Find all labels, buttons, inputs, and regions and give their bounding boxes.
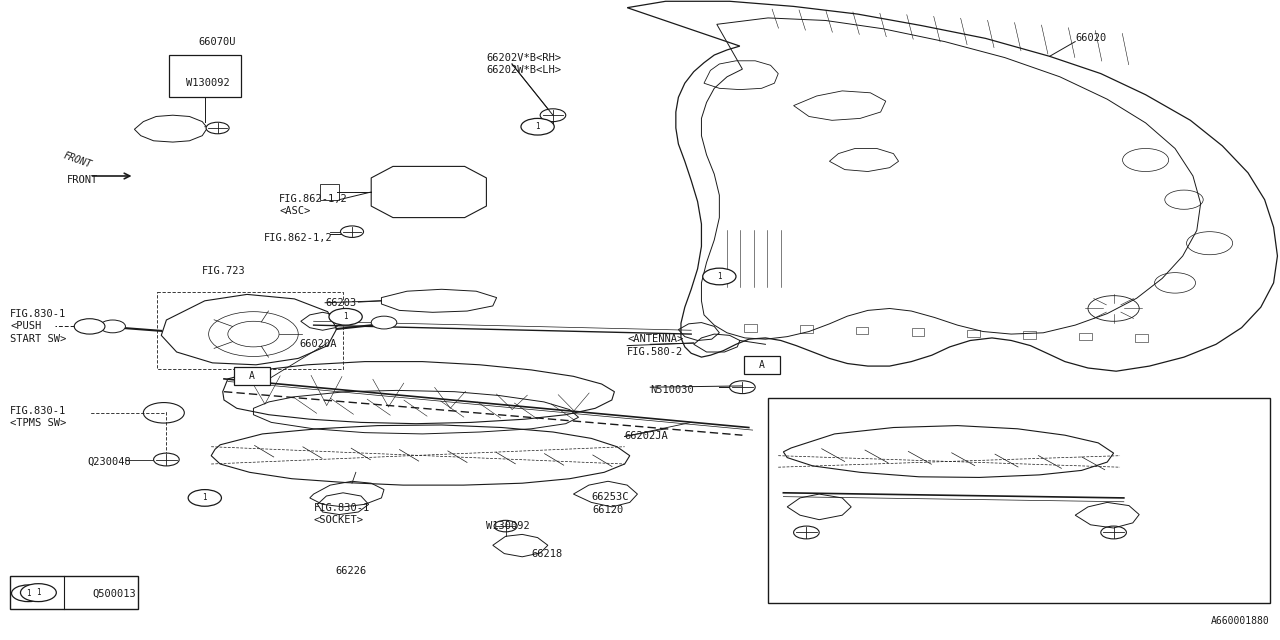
Text: 66203: 66203 [325, 298, 356, 308]
Bar [1079, 333, 1092, 340]
Text: <ANTENNA>
FIG.580-2: <ANTENNA> FIG.580-2 [627, 334, 684, 357]
Circle shape [206, 122, 229, 134]
Text: A660001880: A660001880 [1211, 616, 1270, 626]
Text: FIG.862-1,2: FIG.862-1,2 [264, 233, 333, 243]
Bar [911, 328, 924, 336]
Bar [10, 576, 138, 609]
Bar [856, 327, 869, 335]
Circle shape [154, 453, 179, 466]
Text: N510030: N510030 [650, 385, 694, 396]
Circle shape [332, 311, 355, 323]
Bar [968, 330, 980, 337]
Text: 66070U: 66070U [198, 36, 236, 47]
Text: W130092: W130092 [486, 521, 530, 531]
Circle shape [74, 319, 105, 334]
Text: W130092: W130092 [186, 78, 229, 88]
Text: Q500013: Q500013 [92, 588, 136, 598]
Bar [169, 55, 241, 97]
Circle shape [494, 520, 517, 532]
Text: FIG.723: FIG.723 [202, 266, 246, 276]
Circle shape [521, 118, 554, 135]
Circle shape [794, 526, 819, 539]
Text: A: A [759, 360, 764, 370]
Text: FIG.862-1,2
<ASC>: FIG.862-1,2 <ASC> [279, 194, 348, 216]
Text: 66253C: 66253C [591, 492, 628, 502]
Bar [800, 325, 813, 333]
Circle shape [340, 226, 364, 237]
Text: FRONT: FRONT [67, 175, 97, 186]
Bar [1023, 331, 1036, 339]
Circle shape [12, 585, 45, 602]
Circle shape [100, 320, 125, 333]
Circle shape [371, 316, 397, 329]
Bar [234, 367, 270, 385]
Bar [320, 184, 339, 200]
Text: 66020A: 66020A [300, 339, 337, 349]
Circle shape [540, 109, 566, 122]
Text: 1: 1 [717, 272, 722, 281]
Circle shape [188, 490, 221, 506]
Circle shape [143, 403, 184, 423]
Text: FIG.830-1
<SOCKET>: FIG.830-1 <SOCKET> [314, 503, 370, 525]
Text: 1: 1 [202, 493, 207, 502]
Text: 66120: 66120 [593, 505, 623, 515]
Circle shape [329, 308, 362, 325]
Bar [744, 356, 780, 374]
Text: 1: 1 [26, 589, 31, 598]
Text: FIG.830-1
<PUSH
START SW>: FIG.830-1 <PUSH START SW> [10, 309, 67, 344]
Text: Q230048: Q230048 [87, 456, 131, 467]
Text: 1: 1 [343, 312, 348, 321]
Circle shape [703, 268, 736, 285]
Text: 66020: 66020 [1075, 33, 1106, 44]
Text: 1: 1 [36, 588, 41, 597]
Text: FIG.830-1
<TPMS SW>: FIG.830-1 <TPMS SW> [10, 406, 67, 429]
Text: 66202V*B<RH>
66202W*B<LH>: 66202V*B<RH> 66202W*B<LH> [486, 53, 562, 76]
Text: FRONT: FRONT [61, 150, 92, 170]
Text: A: A [250, 371, 255, 381]
Bar [744, 324, 756, 332]
Text: 66226: 66226 [335, 566, 366, 576]
Circle shape [1101, 526, 1126, 539]
Circle shape [730, 381, 755, 394]
Bar [768, 398, 1270, 603]
Text: 1: 1 [535, 122, 540, 131]
Bar [1135, 334, 1148, 342]
Circle shape [20, 584, 56, 602]
Text: 66218: 66218 [531, 548, 562, 559]
Text: 66202JA: 66202JA [625, 431, 668, 442]
